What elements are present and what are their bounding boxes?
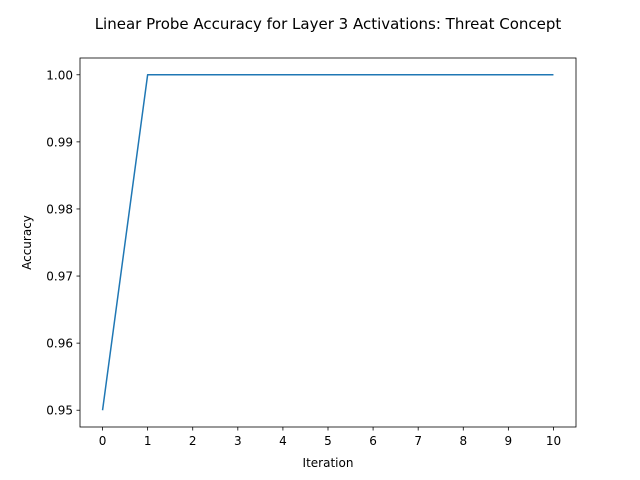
x-tick-label: 1 — [144, 434, 152, 448]
x-axis-ticks: 0 1 2 3 4 5 6 7 8 9 10 — [99, 427, 561, 448]
y-axis-ticks: 0.95 0.96 0.97 0.98 0.99 1.00 — [46, 68, 80, 418]
series-layer — [101, 74, 554, 411]
x-tick-label: 5 — [324, 434, 332, 448]
x-tick-label: 2 — [189, 434, 197, 448]
plot-area — [79, 57, 577, 428]
x-tick-label: 0 — [99, 434, 107, 448]
y-tick-label: 0.96 — [46, 337, 73, 351]
x-tick-label: 7 — [414, 434, 422, 448]
series-line-0 — [101, 74, 554, 411]
chart-title: Linear Probe Accuracy for Layer 3 Activa… — [95, 15, 562, 33]
y-tick-label: 0.99 — [46, 135, 73, 149]
y-axis-label: Accuracy — [20, 215, 34, 270]
x-tick-label: 3 — [234, 434, 242, 448]
x-tick-label: 6 — [369, 434, 377, 448]
y-tick-label: 0.97 — [46, 270, 73, 284]
y-tick-label: 0.98 — [46, 202, 73, 216]
x-tick-label: 8 — [459, 434, 467, 448]
x-tick-label: 10 — [546, 434, 561, 448]
x-tick-label: 9 — [505, 434, 513, 448]
y-tick-label: 0.95 — [46, 404, 73, 418]
x-axis-label: Iteration — [303, 456, 354, 470]
y-tick-label: 1.00 — [46, 68, 73, 82]
x-tick-label: 4 — [279, 434, 287, 448]
